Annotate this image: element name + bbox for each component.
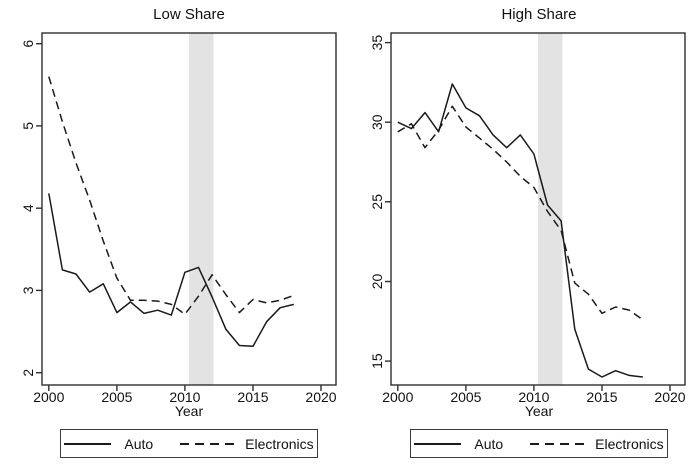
- electronics-line-sample: [180, 442, 235, 445]
- y-tick-label: 4: [20, 204, 36, 212]
- x-tick-label: 2005: [450, 389, 481, 405]
- y-tick-label: 3: [20, 286, 36, 294]
- x-tick-label: 2000: [33, 389, 64, 405]
- auto-series-line: [397, 83, 643, 378]
- plot-border: [41, 32, 337, 386]
- auto-line-sample: [414, 442, 462, 445]
- legend-label-electronics: Electronics: [595, 435, 664, 452]
- legend-label-electronics: Electronics: [245, 435, 314, 452]
- x-tick-label: 2005: [101, 389, 132, 405]
- y-tick-label: 35: [369, 35, 385, 51]
- y-tick-label: 30: [369, 114, 385, 130]
- chart-panel-high-share: High Share 15 20 25 30 35 2000 2005 2010 2015 202…: [350, 0, 700, 467]
- y-tick-label: 15: [369, 353, 385, 369]
- chart-title-low-share: Low Share: [153, 6, 225, 23]
- electronics-series-line: [397, 105, 644, 321]
- electronics-series-line: [48, 76, 295, 316]
- highlight-band: [189, 33, 214, 385]
- x-axis-title: Year: [174, 403, 204, 419]
- x-tick-label: 2000: [382, 389, 413, 405]
- plot-border: [390, 32, 686, 386]
- y-tick-label: 2: [20, 369, 36, 377]
- x-tick-label: 2020: [654, 389, 685, 405]
- legend-label-auto: Auto: [474, 435, 504, 452]
- line-chart-high-share: 15 20 25 30 35 2000 2005 2010 2015 2020: [369, 32, 686, 405]
- auto-series-line: [48, 193, 294, 348]
- line-chart-low-share: 2 3 4 5 6 2000 2005 2010 2015 2020: [20, 32, 337, 405]
- y-tick-label: 6: [20, 40, 36, 48]
- legend-label-auto: Auto: [124, 435, 154, 452]
- x-tick-label: 2010: [169, 389, 200, 405]
- legend-low-share: Auto Electronics: [60, 429, 318, 458]
- y-tick-label: 25: [369, 194, 385, 210]
- x-tick-label: 2010: [518, 389, 549, 405]
- x-axis-title: Year: [524, 403, 554, 419]
- x-tick-label: 2020: [305, 389, 336, 405]
- chart-title-high-share: High Share: [501, 6, 577, 23]
- y-tick-label: 20: [369, 274, 385, 290]
- legend-high-share: Auto Electronics: [410, 429, 668, 458]
- y-tick-label: 5: [20, 122, 36, 130]
- auto-line-sample: [64, 442, 112, 445]
- chart-panel-low-share: Low Share 2 3 4 5 6 2000 2005 2010 2015 2020 Year…: [20, 6, 337, 458]
- electronics-line-sample: [530, 442, 585, 445]
- x-tick-label: 2015: [586, 389, 617, 405]
- x-tick-label: 2015: [237, 389, 268, 405]
